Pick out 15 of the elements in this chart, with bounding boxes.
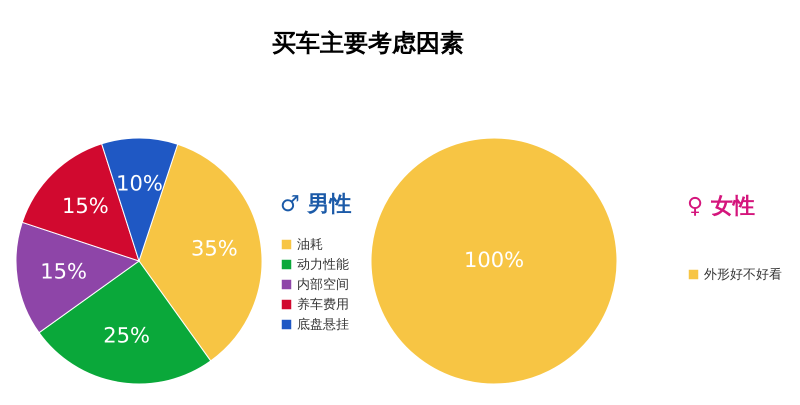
legend-title: ♂ 男性 (280, 192, 352, 217)
legend-label: 外形好不好看 (704, 268, 782, 282)
legend-title: ♀ 女性 (687, 194, 755, 219)
legend-label: 动力性能 (297, 258, 349, 272)
data-label: 100% (464, 248, 524, 272)
data-label: 15% (40, 259, 87, 284)
legend-label: 油耗 (297, 238, 323, 252)
data-label: 35% (191, 236, 238, 261)
chart-title: 买车主要考虑因素 (272, 29, 464, 57)
data-label: 10% (116, 172, 163, 196)
legend-label: 养车费用 (297, 296, 349, 312)
data-label: 25% (103, 323, 150, 348)
legend-label: 底盘悬挂 (297, 318, 349, 332)
legend-label: 内部空间 (297, 278, 349, 292)
data-label: 15% (62, 194, 109, 218)
